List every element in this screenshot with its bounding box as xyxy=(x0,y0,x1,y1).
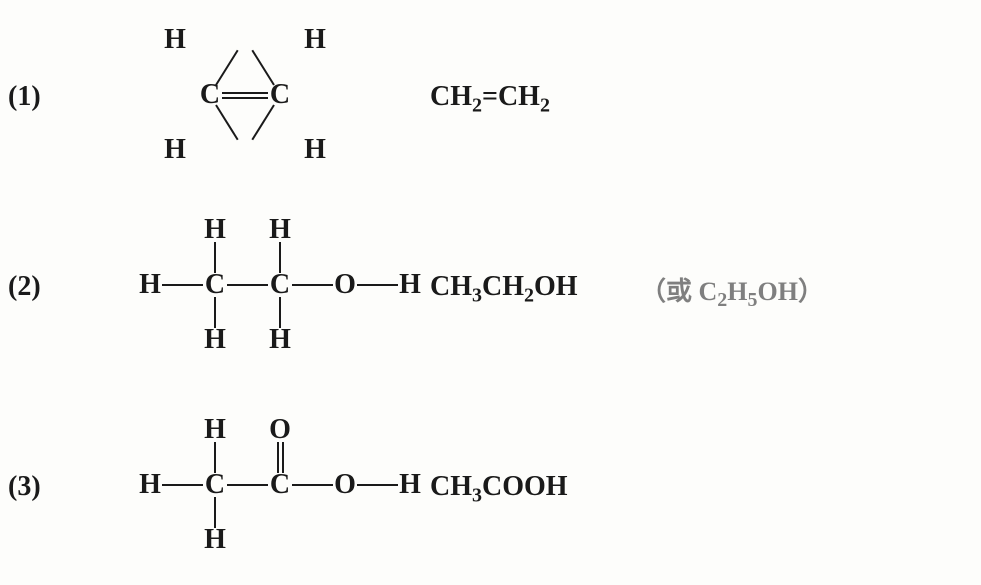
bond xyxy=(357,484,398,486)
lewis-structure: HCCOHHOH xyxy=(95,400,385,570)
atom-H: H xyxy=(269,326,291,354)
alt-formula-note: （或 C2H5OH） xyxy=(640,271,824,312)
bond xyxy=(162,484,203,486)
atom-H: H xyxy=(164,136,186,164)
structure-row-1: (1)CCHHHHCH2=CH2 xyxy=(0,10,981,180)
atom-H: H xyxy=(164,26,186,54)
bond xyxy=(292,484,333,486)
atom-H: H xyxy=(399,271,421,299)
bond xyxy=(222,97,268,99)
bond xyxy=(357,284,398,286)
condensed-formula: CH3CH2OH xyxy=(430,271,578,308)
lewis-structure: HCCOHHHHH xyxy=(95,200,385,370)
atom-O: O xyxy=(334,471,356,499)
atom-O: O xyxy=(269,416,291,444)
row-label: (3) xyxy=(8,471,98,503)
atom-H: H xyxy=(204,526,226,554)
bond xyxy=(222,92,268,94)
atom-H: H xyxy=(304,26,326,54)
atom-C: C xyxy=(200,81,220,109)
atom-H: H xyxy=(304,136,326,164)
bond xyxy=(215,105,239,141)
atom-H: H xyxy=(399,471,421,499)
condensed-formula: CH2=CH2 xyxy=(430,81,550,118)
structure-row-2: (2)HCCOHHHHHCH3CH2OH（或 C2H5OH） xyxy=(0,200,981,370)
atom-H: H xyxy=(204,216,226,244)
bond xyxy=(227,484,268,486)
row-label: (2) xyxy=(8,271,98,303)
bond xyxy=(251,105,275,141)
atom-H: H xyxy=(204,326,226,354)
lewis-structure: CCHHHH xyxy=(95,10,385,180)
atom-H: H xyxy=(139,471,161,499)
row-label: (1) xyxy=(8,81,98,113)
atom-C: C xyxy=(270,81,290,109)
atom-H: H xyxy=(139,271,161,299)
bond xyxy=(227,284,268,286)
atom-O: O xyxy=(334,271,356,299)
atom-H: H xyxy=(269,216,291,244)
atom-C: C xyxy=(270,271,290,299)
atom-C: C xyxy=(205,471,225,499)
atom-C: C xyxy=(270,471,290,499)
atom-C: C xyxy=(205,271,225,299)
bond xyxy=(162,284,203,286)
atom-H: H xyxy=(204,416,226,444)
structure-row-3: (3)HCCOHHOHCH3COOH xyxy=(0,400,981,570)
condensed-formula: CH3COOH xyxy=(430,471,568,508)
bond xyxy=(292,284,333,286)
